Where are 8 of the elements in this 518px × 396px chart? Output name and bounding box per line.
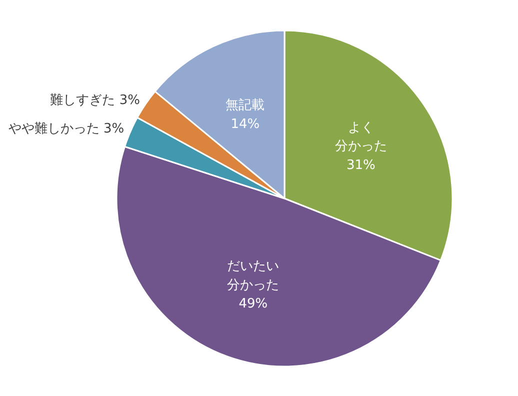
- slice-label: 無記載: [226, 98, 265, 114]
- slice-label: よく分かった: [334, 120, 387, 154]
- data-label: 14%: [230, 116, 260, 132]
- slice-label: だいたい分かった: [227, 259, 280, 293]
- slice-label: 難しすぎた 3%: [50, 92, 140, 108]
- data-label: 49%: [238, 296, 268, 312]
- slice-label: やや難しかった 3%: [8, 122, 124, 137]
- data-label: 31%: [346, 158, 376, 173]
